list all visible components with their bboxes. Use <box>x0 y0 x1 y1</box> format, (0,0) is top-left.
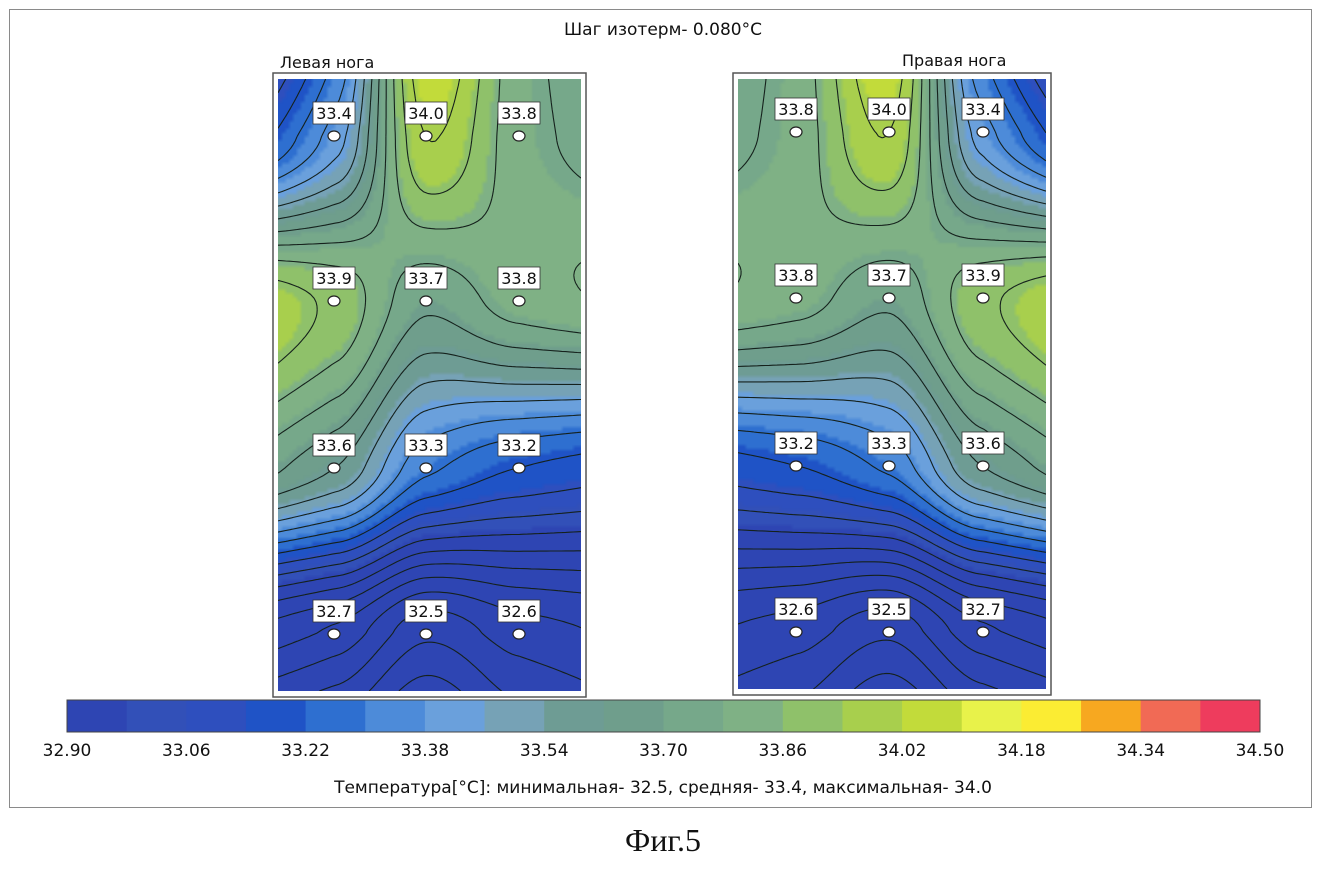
colorbar-segment <box>306 700 366 732</box>
measurement-point <box>790 627 802 637</box>
measurement-point <box>328 131 340 141</box>
measurement-point <box>513 629 525 639</box>
colorbar-segment <box>67 700 127 732</box>
measurement-point <box>977 627 989 637</box>
value-label: 33.3 <box>408 436 444 455</box>
colorbar-segment <box>962 700 1022 732</box>
measurement-point <box>790 127 802 137</box>
value-label: 33.6 <box>965 434 1001 453</box>
colorbar-tick-label: 33.70 <box>639 741 688 761</box>
colorbar-tick-label: 34.18 <box>997 741 1046 761</box>
measurement-point <box>513 463 525 473</box>
colorbar-tick-label: 34.50 <box>1236 741 1285 761</box>
measurement-point <box>883 293 895 303</box>
colorbar-segment <box>127 700 187 732</box>
value-label: 33.9 <box>316 269 352 288</box>
colorbar-tick-label: 33.86 <box>758 741 807 761</box>
colorbar-segment <box>485 700 545 732</box>
value-label: 33.2 <box>501 436 537 455</box>
value-label: 33.4 <box>316 104 352 123</box>
value-label: 34.0 <box>408 104 444 123</box>
colorbar-tick-label: 32.90 <box>43 741 92 761</box>
measurement-point <box>977 461 989 471</box>
measurement-point <box>883 627 895 637</box>
measurement-point <box>790 461 802 471</box>
colorbar-segment <box>1081 700 1141 732</box>
colorbar-tick-label: 33.38 <box>401 741 450 761</box>
value-label: 33.4 <box>965 100 1001 119</box>
value-label: 33.6 <box>316 436 352 455</box>
value-label: 34.0 <box>871 100 907 119</box>
colorbar-segment <box>365 700 425 732</box>
heatmap-field <box>278 79 581 691</box>
measurement-point <box>328 629 340 639</box>
value-label: 32.7 <box>965 600 1001 619</box>
value-label: 33.7 <box>871 266 907 285</box>
colorbar-segment <box>604 700 664 732</box>
value-label: 33.8 <box>778 266 814 285</box>
measurement-point <box>420 131 432 141</box>
colorbar-tick-label: 34.34 <box>1116 741 1165 761</box>
measurement-point <box>328 296 340 306</box>
value-label: 33.8 <box>501 104 537 123</box>
value-label: 32.6 <box>501 602 537 621</box>
colorbar-segment <box>425 700 485 732</box>
colorbar-tick-label: 33.06 <box>162 741 211 761</box>
colorbar-segment <box>186 700 246 732</box>
colorbar-tick-label: 34.02 <box>878 741 927 761</box>
value-label: 32.7 <box>316 602 352 621</box>
measurement-point <box>420 296 432 306</box>
colorbar-tick-label: 33.22 <box>281 741 330 761</box>
colorbar-segment <box>902 700 962 732</box>
value-label: 33.8 <box>501 269 537 288</box>
value-label: 33.9 <box>965 266 1001 285</box>
value-label: 32.5 <box>408 602 444 621</box>
measurement-point <box>513 296 525 306</box>
measurement-point <box>977 293 989 303</box>
temperature-stats: Температура[°C]: минимальная- 32.5, сред… <box>0 778 1326 798</box>
colorbar-segment <box>1200 700 1260 732</box>
heatmap-panel-right: 33.8 34.0 33.4 33.8 33.7 33.9 33.2 33.3 33.6 32.6… <box>733 73 1051 695</box>
value-label: 33.2 <box>778 434 814 453</box>
colorbar-segment <box>1141 700 1201 732</box>
measurement-point <box>513 131 525 141</box>
measurement-point <box>790 293 802 303</box>
colorbar: 32.90 33.06 33.22 33.38 33.54 33.70 33.86 34.02… <box>43 700 1285 761</box>
value-label: 33.7 <box>408 269 444 288</box>
heatmap-panels: 33.4 34.0 33.8 33.9 33.7 33.8 33.6 33.3 33.2 32.7… <box>273 73 1051 697</box>
value-label: 32.6 <box>778 600 814 619</box>
measurement-point <box>883 127 895 137</box>
colorbar-segment <box>842 700 902 732</box>
colorbar-segment <box>664 700 724 732</box>
colorbar-segment <box>1021 700 1081 732</box>
value-label: 33.3 <box>871 434 907 453</box>
figure-caption: Фиг.5 <box>0 822 1326 859</box>
measurement-point <box>420 463 432 473</box>
value-label: 32.5 <box>871 600 907 619</box>
heatmap-panel-left: 33.4 34.0 33.8 33.9 33.7 33.8 33.6 33.3 33.2 32.7… <box>273 73 586 697</box>
measurement-point <box>420 629 432 639</box>
measurement-point <box>328 463 340 473</box>
colorbar-tick-label: 33.54 <box>520 741 569 761</box>
colorbar-segment <box>783 700 843 732</box>
colorbar-segment <box>246 700 306 732</box>
measurement-point <box>883 461 895 471</box>
colorbar-segment <box>544 700 604 732</box>
colorbar-segment <box>723 700 783 732</box>
value-label: 33.8 <box>778 100 814 119</box>
measurement-point <box>977 127 989 137</box>
